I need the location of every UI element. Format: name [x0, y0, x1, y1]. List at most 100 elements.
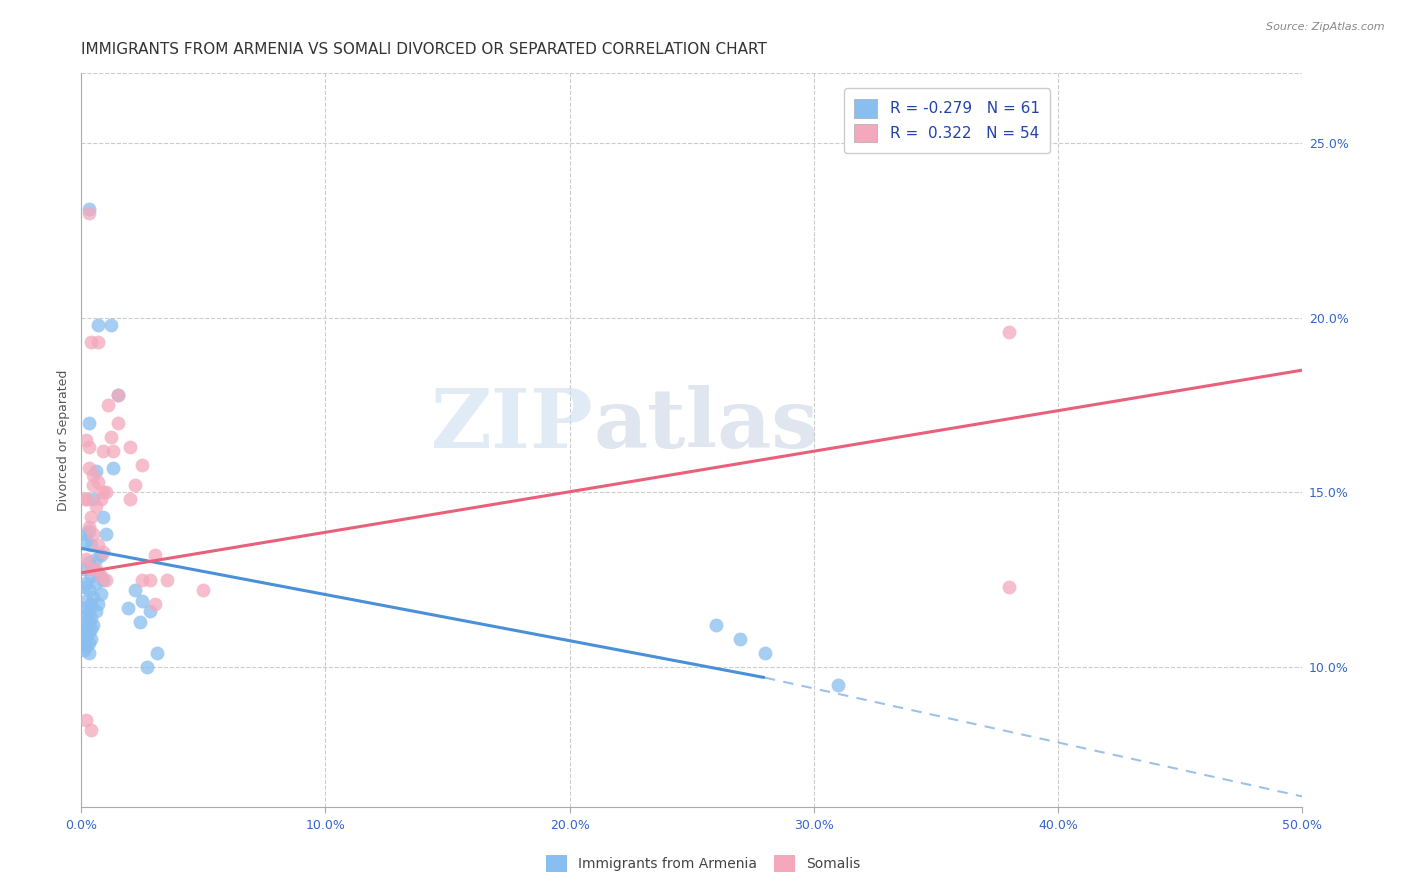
Point [94, 485, 117, 500]
Point [87, 597, 110, 611]
Point [75, 629, 97, 643]
Point [90, 587, 112, 601]
Point [84, 576, 107, 591]
Point [77, 583, 100, 598]
Point [77, 615, 100, 629]
Point [73, 642, 96, 657]
Point [998, 325, 1021, 339]
Text: Source: ZipAtlas.com: Source: ZipAtlas.com [1267, 22, 1385, 32]
Point [87, 475, 110, 489]
Point [91, 510, 114, 524]
Point [80, 723, 103, 737]
Point [131, 458, 153, 472]
Point [107, 387, 129, 401]
Point [82, 591, 104, 605]
Point [75, 639, 97, 653]
Point [80, 510, 103, 524]
Point [107, 416, 129, 430]
Point [80, 562, 103, 576]
Point [156, 573, 179, 587]
Point [75, 622, 97, 636]
Point [100, 318, 122, 332]
Point [77, 636, 100, 650]
Point [827, 678, 849, 692]
Point [80, 569, 103, 583]
Point [94, 573, 117, 587]
Y-axis label: Divorced or Separated: Divorced or Separated [58, 369, 70, 511]
Point [73, 625, 96, 640]
Point [73, 580, 96, 594]
Point [143, 549, 166, 563]
Legend: Immigrants from Armenia, Somalis: Immigrants from Armenia, Somalis [537, 847, 869, 880]
Point [82, 562, 104, 576]
Point [84, 604, 107, 618]
Point [77, 440, 100, 454]
Point [730, 632, 752, 647]
Point [754, 646, 776, 660]
Point [138, 573, 160, 587]
Point [75, 492, 97, 507]
Point [91, 545, 114, 559]
Point [128, 615, 150, 629]
Point [124, 583, 146, 598]
Point [87, 335, 110, 350]
Point [90, 569, 112, 583]
Point [120, 440, 142, 454]
Point [90, 549, 112, 563]
Point [94, 527, 117, 541]
Point [77, 416, 100, 430]
Point [138, 604, 160, 618]
Point [146, 646, 169, 660]
Point [82, 492, 104, 507]
Point [75, 576, 97, 591]
Point [120, 492, 142, 507]
Point [117, 600, 139, 615]
Point [84, 562, 107, 576]
Point [77, 524, 100, 538]
Point [91, 443, 114, 458]
Point [80, 335, 103, 350]
Point [80, 622, 103, 636]
Point [82, 478, 104, 492]
Point [75, 713, 97, 727]
Point [193, 583, 215, 598]
Point [124, 478, 146, 492]
Point [77, 520, 100, 534]
Point [91, 485, 114, 500]
Point [90, 492, 112, 507]
Point [82, 618, 104, 632]
Point [91, 573, 114, 587]
Point [101, 461, 124, 475]
Point [87, 538, 110, 552]
Point [75, 534, 97, 549]
Point [82, 468, 104, 483]
Legend: R = -0.279   N = 61, R =  0.322   N = 54: R = -0.279 N = 61, R = 0.322 N = 54 [844, 88, 1050, 153]
Point [143, 597, 166, 611]
Point [77, 625, 100, 640]
Point [136, 660, 159, 674]
Point [131, 573, 153, 587]
Text: atlas: atlas [593, 385, 820, 466]
Point [73, 562, 96, 576]
Point [998, 580, 1021, 594]
Point [87, 566, 110, 580]
Point [107, 387, 129, 401]
Point [80, 538, 103, 552]
Point [77, 646, 100, 660]
Point [80, 597, 103, 611]
Point [75, 594, 97, 608]
Point [75, 433, 97, 447]
Point [97, 398, 120, 412]
Point [75, 492, 97, 507]
Point [73, 615, 96, 629]
Point [75, 552, 97, 566]
Point [80, 632, 103, 647]
Point [73, 600, 96, 615]
Point [75, 607, 97, 622]
Point [100, 429, 122, 443]
Point [80, 611, 103, 625]
Point [704, 618, 727, 632]
Point [82, 527, 104, 541]
Point [87, 318, 110, 332]
Point [77, 461, 100, 475]
